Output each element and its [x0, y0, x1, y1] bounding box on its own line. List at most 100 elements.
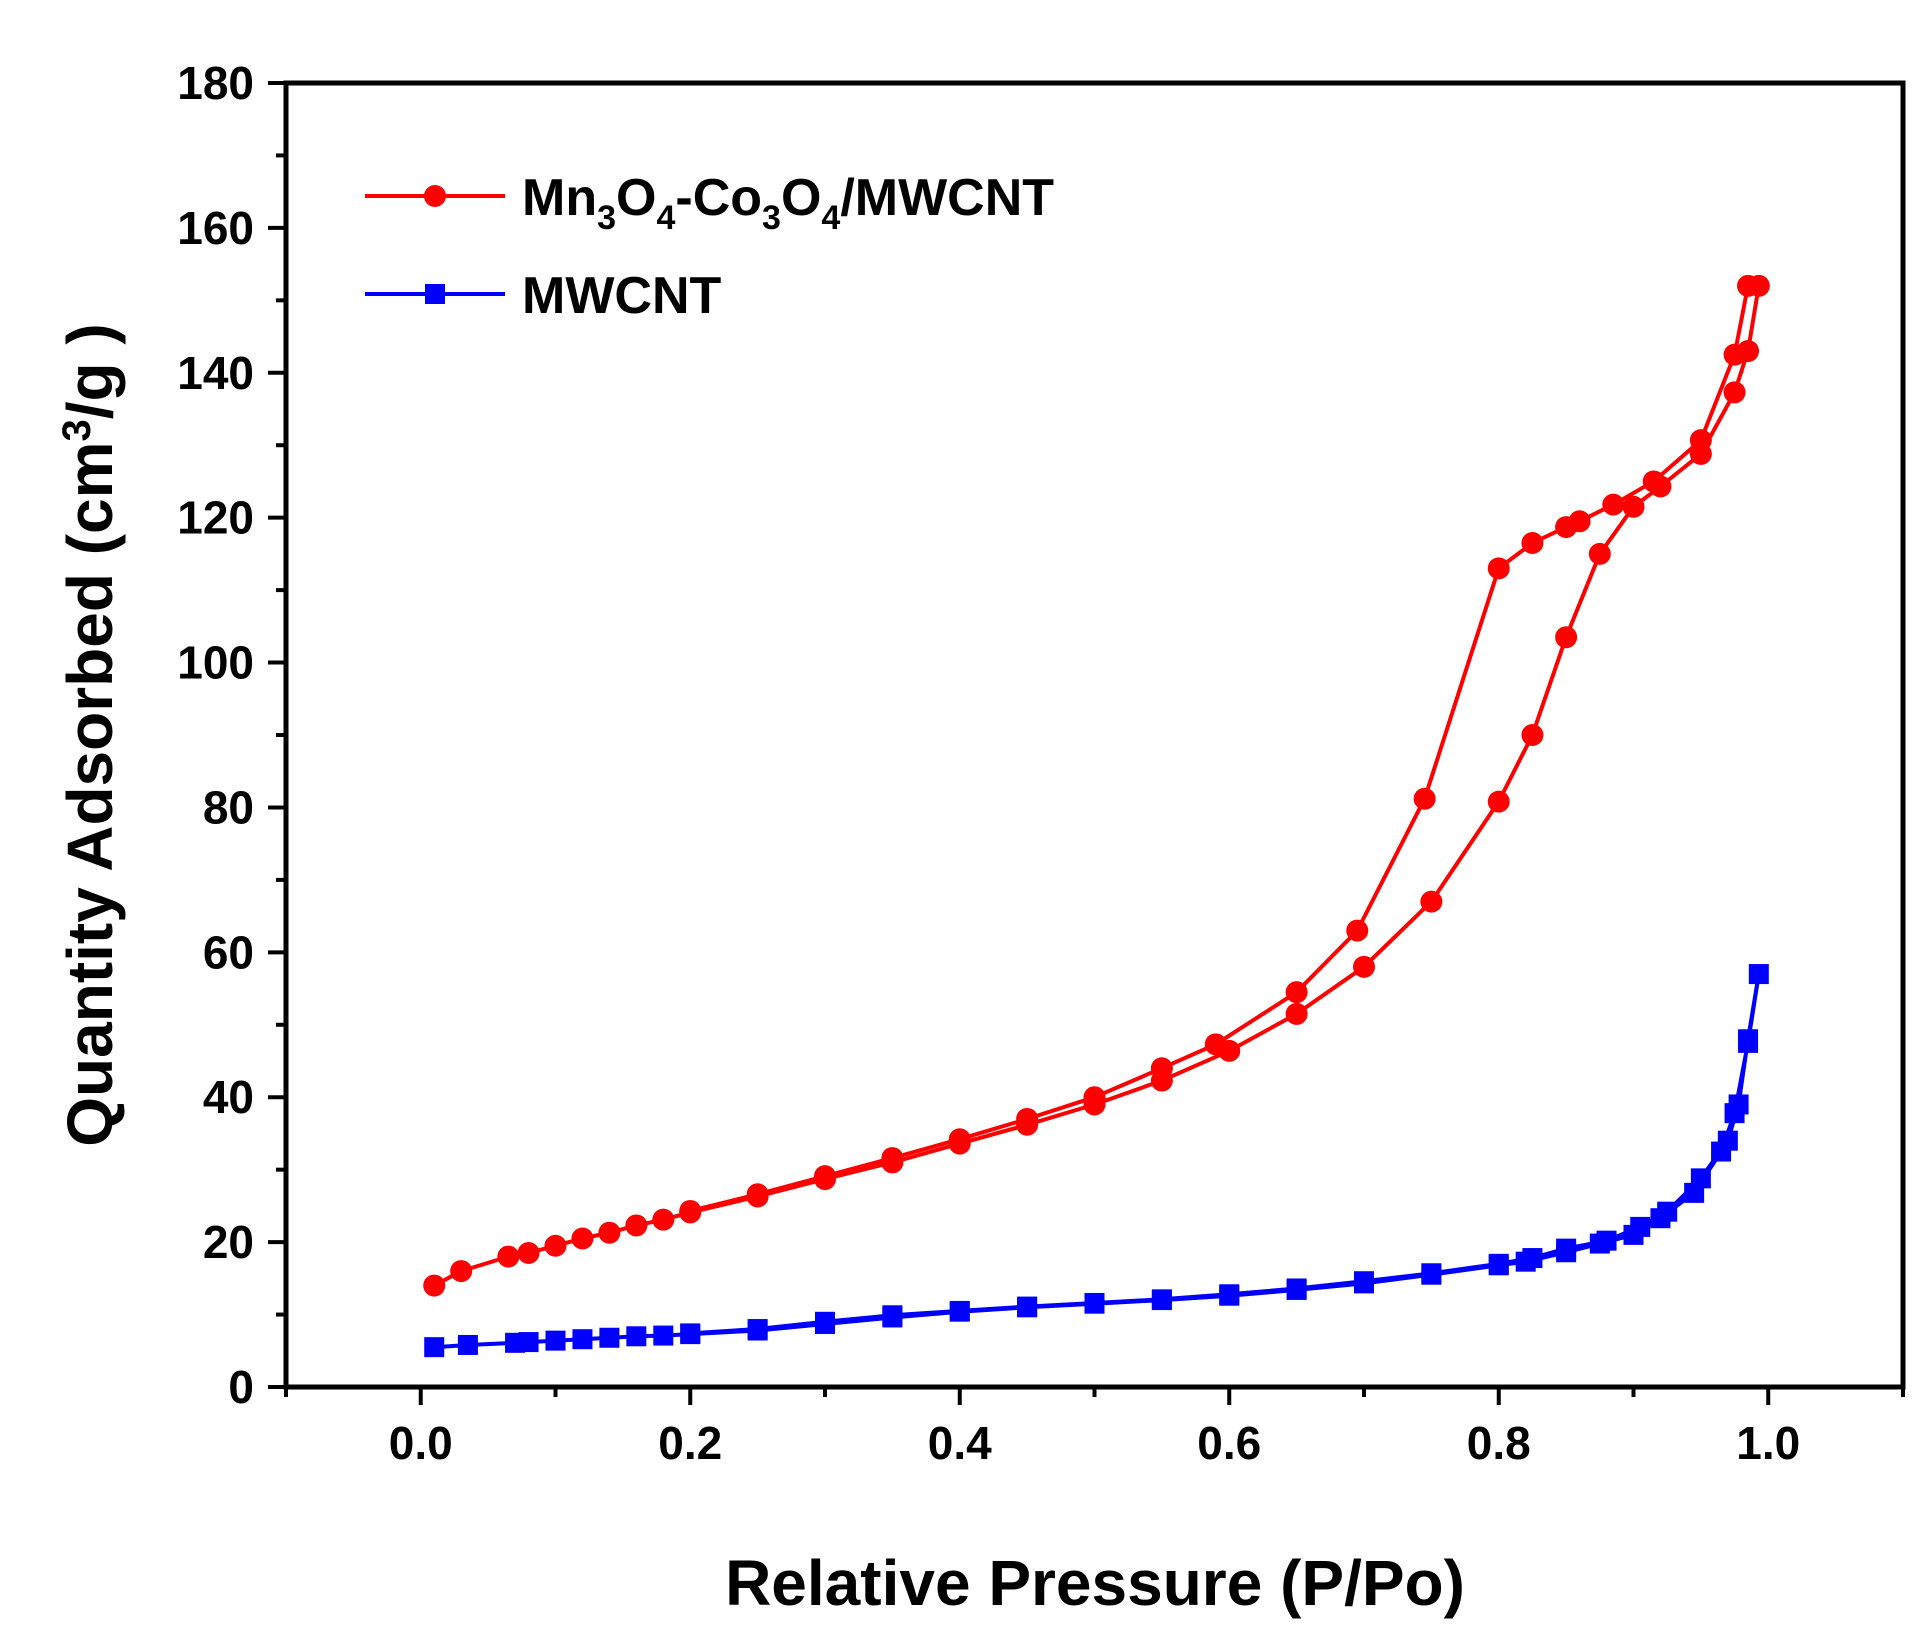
- data-point: [457, 1334, 478, 1355]
- y-axis-title: Quantity Adsorbed (cm3/g ): [54, 323, 126, 1146]
- data-point: [423, 1274, 446, 1297]
- legend-label: Mn3O4-Co3O4/MWCNT: [522, 169, 1054, 237]
- x-tick-label: 1.0: [1736, 1417, 1800, 1469]
- data-point: [948, 1128, 971, 1151]
- data-point: [1689, 429, 1712, 452]
- y-tick-label: 40: [203, 1071, 254, 1123]
- data-point: [1555, 516, 1578, 539]
- x-axis-title: Relative Pressure (P/Po): [725, 1547, 1465, 1619]
- y-tick-label: 80: [203, 781, 254, 833]
- data-point: [814, 1165, 836, 1188]
- legend-entry-composite: Mn3O4-Co3O4/MWCNT: [365, 169, 1054, 237]
- y-tick-label: 180: [177, 57, 254, 109]
- legend-marker: [424, 185, 446, 207]
- data-point: [1521, 532, 1544, 555]
- data-point: [545, 1330, 566, 1351]
- series-mwcnt: [424, 964, 1769, 1358]
- legend-label-subscript: 3: [597, 199, 616, 237]
- data-point: [1204, 1033, 1227, 1056]
- data-point: [1346, 919, 1369, 942]
- legend-entry-mwcnt: MWCNT: [365, 267, 722, 325]
- data-point: [1016, 1107, 1039, 1130]
- x-tick-label: 0.4: [928, 1417, 992, 1469]
- data-point: [949, 1300, 970, 1321]
- data-point: [1219, 1284, 1240, 1305]
- data-point: [626, 1326, 647, 1347]
- x-tick-label: 0.6: [1197, 1417, 1261, 1469]
- data-point: [1285, 981, 1308, 1004]
- legend-label-part: O: [616, 169, 656, 227]
- legend-label-subscript: 4: [821, 199, 840, 237]
- data-point: [1151, 1289, 1172, 1310]
- data-point: [424, 1337, 445, 1358]
- data-point: [1555, 626, 1578, 649]
- data-point: [1487, 790, 1510, 813]
- legend-label-subscript: 4: [656, 199, 675, 237]
- y-tick-label: 20: [203, 1216, 254, 1268]
- data-point: [1353, 955, 1375, 978]
- y-axis-title-superscript: 3: [55, 419, 99, 441]
- data-point: [1657, 1201, 1678, 1222]
- data-point: [882, 1305, 903, 1326]
- legend-label-part: /MWCNT: [840, 169, 1054, 227]
- y-tick-label: 160: [177, 202, 254, 254]
- data-point: [1738, 1029, 1759, 1050]
- x-tick-label: 0.2: [658, 1417, 722, 1469]
- data-point: [881, 1147, 904, 1170]
- data-point: [815, 1311, 835, 1332]
- data-point: [1690, 1168, 1711, 1189]
- y-tick-label: 60: [203, 926, 254, 978]
- y-axis-title-unit: /g ): [54, 323, 126, 419]
- data-point: [653, 1325, 674, 1346]
- legend-label-part: -Co: [675, 169, 762, 227]
- y-tick-label: 100: [177, 637, 254, 689]
- data-point: [1354, 1271, 1374, 1292]
- data-point: [1286, 1278, 1307, 1299]
- legend-marker: [425, 284, 445, 304]
- series-composite: [423, 274, 1770, 1297]
- x-tick-label: 0.8: [1467, 1417, 1531, 1469]
- data-point: [747, 1319, 768, 1340]
- data-point: [598, 1221, 621, 1244]
- data-point: [1596, 1230, 1617, 1251]
- data-point: [1285, 1002, 1308, 1025]
- legend-label-part: MWCNT: [522, 267, 722, 325]
- data-point: [1017, 1296, 1038, 1317]
- legend-label-part: Mn: [522, 169, 597, 227]
- legend-label-part: O: [781, 169, 821, 227]
- data-point: [518, 1332, 539, 1353]
- legend: Mn3O4-Co3O4/MWCNT MWCNT: [365, 169, 1054, 325]
- data-point: [1420, 890, 1443, 913]
- data-point: [1413, 787, 1436, 810]
- data-point: [1717, 1130, 1738, 1151]
- data-point: [450, 1260, 473, 1283]
- data-point: [625, 1214, 648, 1237]
- data-point: [1150, 1057, 1173, 1080]
- y-tick-label: 140: [177, 347, 254, 399]
- data-point: [1728, 1094, 1749, 1115]
- data-point: [517, 1241, 540, 1264]
- data-point: [1083, 1086, 1106, 1109]
- y-tick-label: 0: [228, 1361, 254, 1413]
- data-point: [1723, 381, 1746, 404]
- data-point: [1737, 274, 1760, 297]
- data-point: [572, 1329, 593, 1350]
- data-point: [1630, 1216, 1651, 1237]
- legend-label-subscript: 3: [762, 199, 781, 237]
- data-point: [680, 1323, 701, 1344]
- legend-label: MWCNT: [522, 267, 722, 325]
- data-point: [746, 1183, 769, 1206]
- data-point: [1588, 542, 1611, 565]
- data-point: [1622, 495, 1645, 518]
- data-point: [1487, 557, 1510, 580]
- data-point: [1556, 1238, 1577, 1259]
- data-point: [497, 1245, 520, 1268]
- x-tick-label: 0.0: [389, 1417, 453, 1469]
- data-layer: [423, 274, 1770, 1358]
- data-point: [1642, 470, 1665, 493]
- data-point: [544, 1234, 567, 1257]
- data-point: [1521, 724, 1544, 746]
- data-point: [1421, 1263, 1442, 1284]
